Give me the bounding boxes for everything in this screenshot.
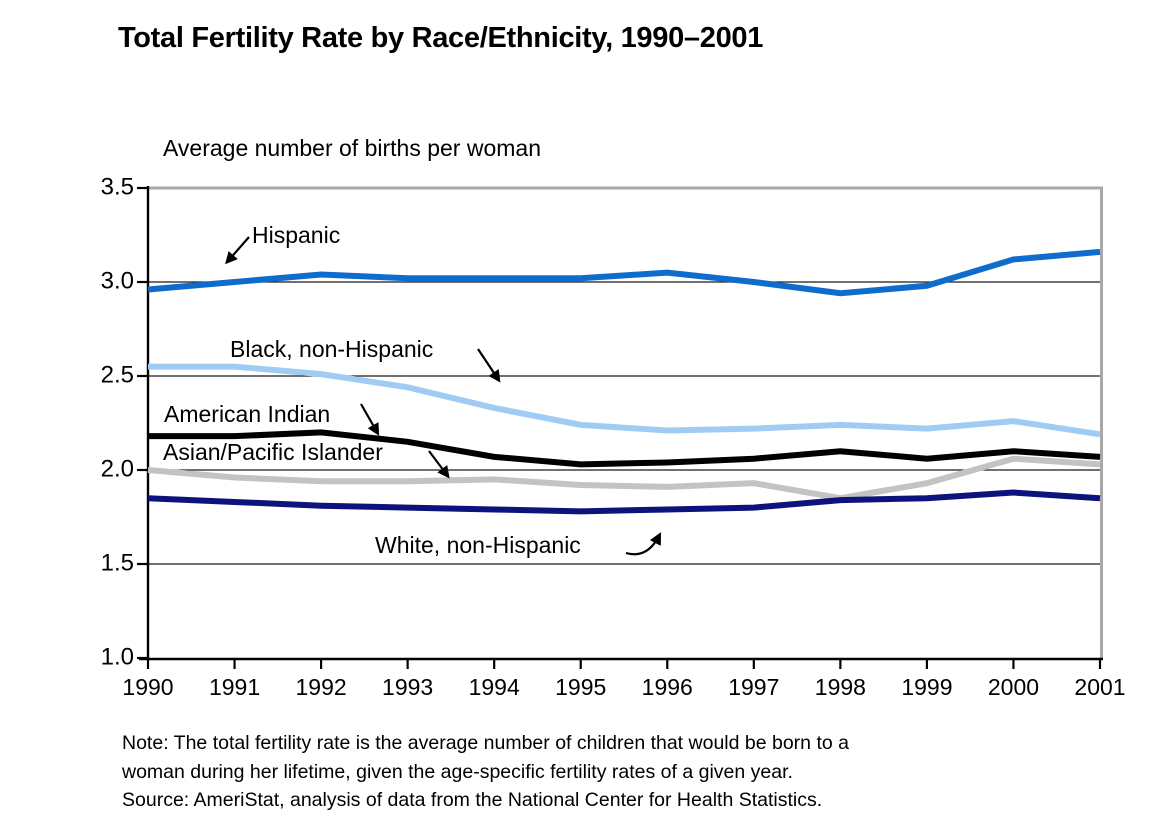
x-tick-label: 1994 <box>468 674 520 700</box>
y-tick-label: 3.5 <box>100 173 134 201</box>
x-tick-label: 1992 <box>295 674 347 700</box>
plot-frame <box>148 186 1103 658</box>
asian-pacific-islander-arrow-icon <box>428 450 450 479</box>
series-label-white-non-hispanic: White, non-Hispanic <box>375 532 581 558</box>
series-label-american-indian: American Indian <box>164 401 331 427</box>
series-label-asian-pacific-islander: Asian/Pacific Islander <box>163 439 383 465</box>
x-tick-label: 1995 <box>555 674 607 700</box>
x-tick-label: 1991 <box>208 674 261 700</box>
series-line-white-non-hispanic <box>147 489 1101 515</box>
note-line-1: Note: The total fertility rate is the av… <box>122 732 849 754</box>
y-tick-label: 1.5 <box>100 549 134 577</box>
x-tick-label: 1996 <box>641 674 693 700</box>
note-line-3: Source: AmeriStat, analysis of data from… <box>122 789 823 811</box>
x-tick-label: 2000 <box>987 674 1040 700</box>
hispanic-arrow-icon <box>225 236 250 265</box>
chart-note: Note: The total fertility rate is the av… <box>122 729 849 815</box>
series-line-hispanic <box>147 248 1101 297</box>
series-line-black-non-hispanic <box>148 363 1101 438</box>
american-indian-arrow-icon <box>360 403 380 436</box>
x-tick-label: 1999 <box>901 674 953 700</box>
x-tick-label: 1998 <box>814 674 866 700</box>
y-axis-caption: Average number of births per woman <box>163 135 541 161</box>
series-label-black-non-hispanic: Black, non-Hispanic <box>230 336 434 362</box>
series-label-hispanic: Hispanic <box>252 222 341 248</box>
y-tick-label: 3.0 <box>100 267 134 295</box>
x-tick-label: 1990 <box>122 674 174 700</box>
x-tick-label: 1997 <box>728 674 780 700</box>
y-tick-label: 2.5 <box>100 361 134 389</box>
x-tick-label: 1993 <box>382 674 434 700</box>
series-line-asian-pacific-islander <box>147 455 1101 502</box>
y-tick-label: 2.0 <box>100 455 134 483</box>
white-non-hispanic-arrow-icon <box>625 532 662 556</box>
black-non-hispanic-arrow-icon <box>477 348 501 383</box>
x-tick-label: 2001 <box>1074 674 1126 700</box>
note-line-2: woman during her lifetime, given the age… <box>122 760 793 783</box>
chart-title: Total Fertility Rate by Race/Ethnicity, … <box>118 22 764 54</box>
series-line-american-indian <box>148 429 1101 468</box>
y-tick-label: 1.0 <box>100 643 134 671</box>
